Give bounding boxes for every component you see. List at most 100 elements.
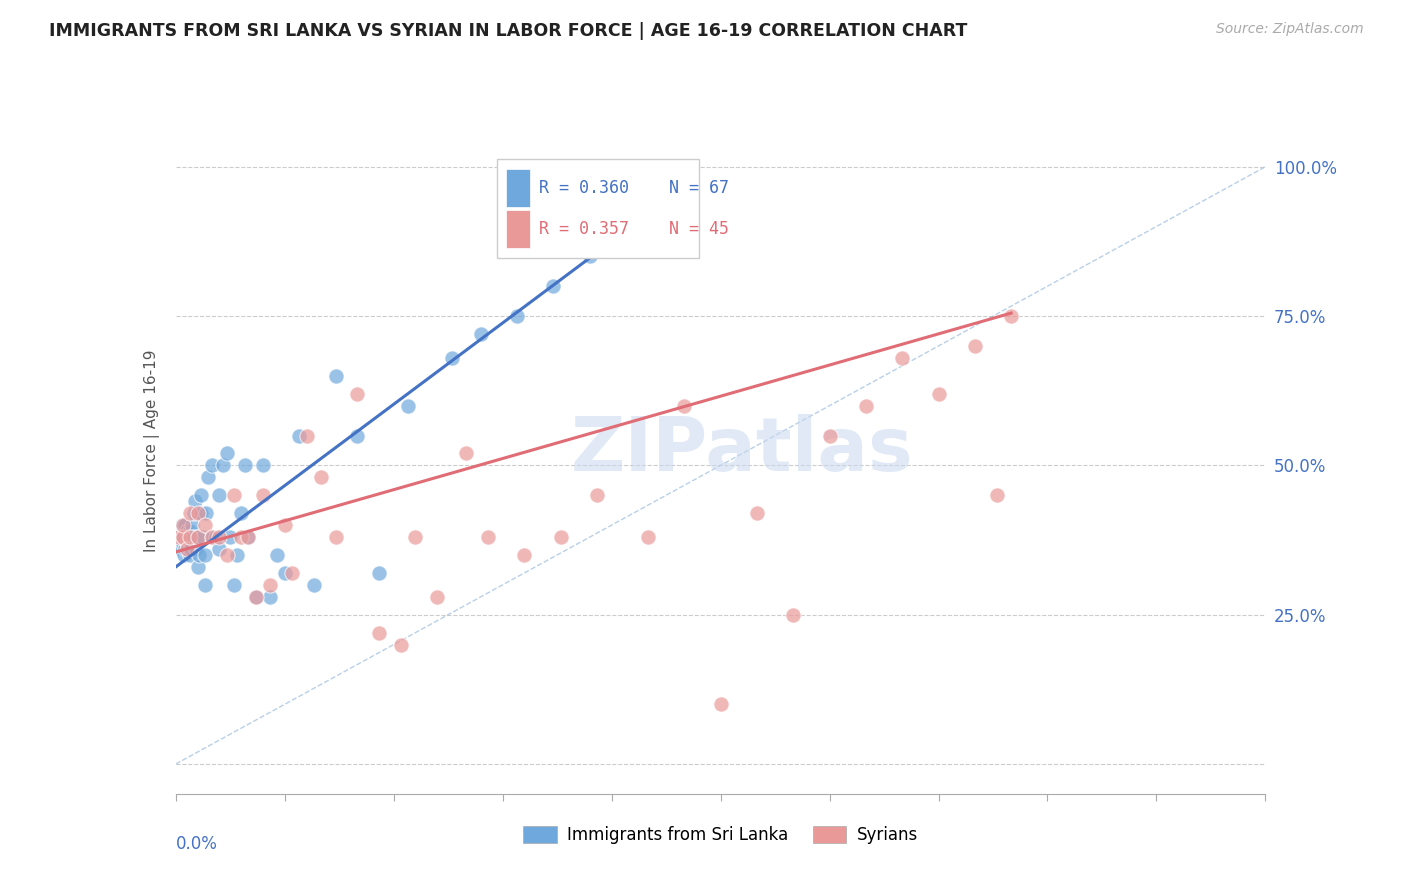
Text: Source: ZipAtlas.com: Source: ZipAtlas.com — [1216, 22, 1364, 37]
Point — [346, 428, 368, 442]
Point — [782, 607, 804, 622]
Point — [180, 541, 202, 556]
Point — [195, 506, 218, 520]
Point — [208, 530, 231, 544]
Point — [179, 506, 201, 520]
Point — [193, 530, 215, 544]
Point — [172, 530, 194, 544]
Point — [963, 339, 986, 353]
Point — [186, 530, 209, 544]
Point — [201, 530, 224, 544]
Point — [477, 530, 499, 544]
Point — [212, 458, 235, 473]
Point — [586, 488, 609, 502]
Point — [197, 470, 219, 484]
Point — [325, 530, 347, 544]
Point — [389, 638, 412, 652]
Point — [368, 566, 391, 580]
Point — [188, 548, 211, 562]
Point — [190, 506, 212, 520]
Point — [208, 488, 231, 502]
Point — [637, 160, 659, 174]
Point — [215, 446, 238, 460]
Point — [204, 530, 226, 544]
Point — [194, 578, 217, 592]
Point — [252, 488, 274, 502]
Text: R = 0.360    N = 67: R = 0.360 N = 67 — [538, 178, 728, 197]
Point — [745, 506, 768, 520]
Point — [194, 548, 217, 562]
Point — [245, 590, 267, 604]
Point — [1000, 309, 1022, 323]
Point — [470, 326, 492, 341]
Point — [222, 578, 245, 592]
Point — [426, 590, 449, 604]
Point — [186, 506, 209, 520]
Point — [543, 279, 565, 293]
Point — [172, 518, 194, 533]
Point — [170, 530, 193, 544]
Point — [440, 351, 463, 365]
Point — [550, 530, 572, 544]
Point — [215, 548, 238, 562]
Text: R = 0.357    N = 45: R = 0.357 N = 45 — [538, 220, 728, 238]
Point — [855, 399, 877, 413]
Point — [986, 488, 1008, 502]
Point — [222, 488, 245, 502]
Point — [818, 428, 841, 442]
Y-axis label: In Labor Force | Age 16-19: In Labor Force | Age 16-19 — [143, 349, 160, 552]
Point — [673, 399, 696, 413]
Point — [177, 530, 200, 544]
Point — [174, 518, 197, 533]
Point — [183, 506, 205, 520]
Point — [579, 249, 602, 263]
Point — [174, 541, 197, 556]
Point — [274, 566, 297, 580]
Point — [295, 428, 318, 442]
Point — [259, 590, 281, 604]
Point — [231, 506, 253, 520]
Point — [226, 548, 249, 562]
Point — [621, 160, 644, 174]
Point — [637, 530, 659, 544]
Point — [176, 541, 198, 556]
Point — [513, 548, 536, 562]
Point — [325, 368, 347, 383]
Point — [219, 530, 242, 544]
Point — [368, 625, 391, 640]
Legend: Immigrants from Sri Lanka, Syrians: Immigrants from Sri Lanka, Syrians — [517, 819, 924, 851]
FancyBboxPatch shape — [506, 169, 530, 207]
FancyBboxPatch shape — [498, 159, 699, 258]
Point — [172, 518, 194, 533]
Point — [173, 530, 195, 544]
Point — [346, 386, 368, 401]
Point — [201, 530, 224, 544]
Point — [180, 530, 202, 544]
Point — [183, 530, 205, 544]
Point — [179, 536, 201, 550]
Point — [179, 530, 201, 544]
Point — [179, 548, 201, 562]
Point — [405, 530, 427, 544]
Point — [169, 530, 191, 544]
Point — [172, 536, 194, 550]
Point — [186, 530, 209, 544]
Point — [231, 530, 253, 544]
Point — [176, 530, 198, 544]
Point — [506, 309, 529, 323]
Point — [259, 578, 281, 592]
Point — [176, 536, 198, 550]
Point — [302, 578, 325, 592]
Point — [281, 566, 304, 580]
Point — [245, 590, 267, 604]
Point — [184, 541, 207, 556]
Point — [891, 351, 914, 365]
Point — [238, 530, 260, 544]
Point — [172, 518, 194, 533]
Point — [238, 530, 260, 544]
Point — [170, 541, 193, 556]
Text: 0.0%: 0.0% — [176, 835, 218, 853]
Point — [194, 518, 217, 533]
Text: ZIPatlas: ZIPatlas — [571, 414, 914, 487]
Point — [928, 386, 950, 401]
